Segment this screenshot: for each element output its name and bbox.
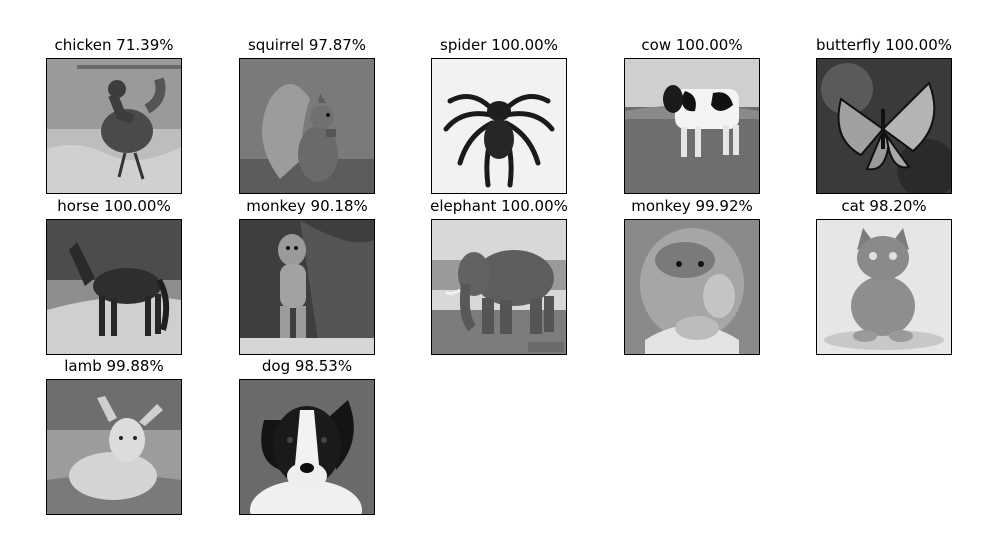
monkey-photo [239,219,375,355]
panel-caption: lamb 99.88% [64,357,164,375]
image-panel: cow 100.00% [624,36,760,194]
horse-photo [46,219,182,355]
spider-photo [431,58,567,194]
image-panel: squirrel 97.87% [239,36,375,194]
image-panel: horse 100.00% [46,197,182,355]
panel-caption: monkey 90.18% [246,197,368,215]
image-panel: butterfly 100.00% [816,36,952,194]
panel-caption: elephant 100.00% [430,197,568,215]
panel-caption: cow 100.00% [641,36,743,54]
image-panel: elephant 100.00% [430,197,568,355]
proboscis-monkey-photo [624,219,760,355]
panel-caption: squirrel 97.87% [247,36,367,54]
image-panel: spider 100.00% [431,36,567,194]
panel-caption: spider 100.00% [440,36,558,54]
image-panel: cat 98.20% [816,197,952,355]
panel-caption: cat 98.20% [841,197,927,215]
cat-photo [816,219,952,355]
panel-caption: butterfly 100.00% [815,36,953,54]
image-panel: lamb 99.88% [46,357,182,515]
image-panel: monkey 90.18% [239,197,375,355]
cow-photo [624,58,760,194]
lamb-photo [46,379,182,515]
panel-caption: horse 100.00% [57,197,171,215]
panel-caption: dog 98.53% [261,357,353,375]
chicken-photo [46,58,182,194]
panel-caption: monkey 99.92% [631,197,753,215]
image-panel: dog 98.53% [239,357,375,515]
image-panel: chicken 71.39% [46,36,182,194]
dog-photo [239,379,375,515]
squirrel-photo [239,58,375,194]
image-panel: monkey 99.92% [624,197,760,355]
panel-caption: chicken 71.39% [54,36,174,54]
butterfly-photo [816,58,952,194]
elephant-photo [431,219,567,355]
